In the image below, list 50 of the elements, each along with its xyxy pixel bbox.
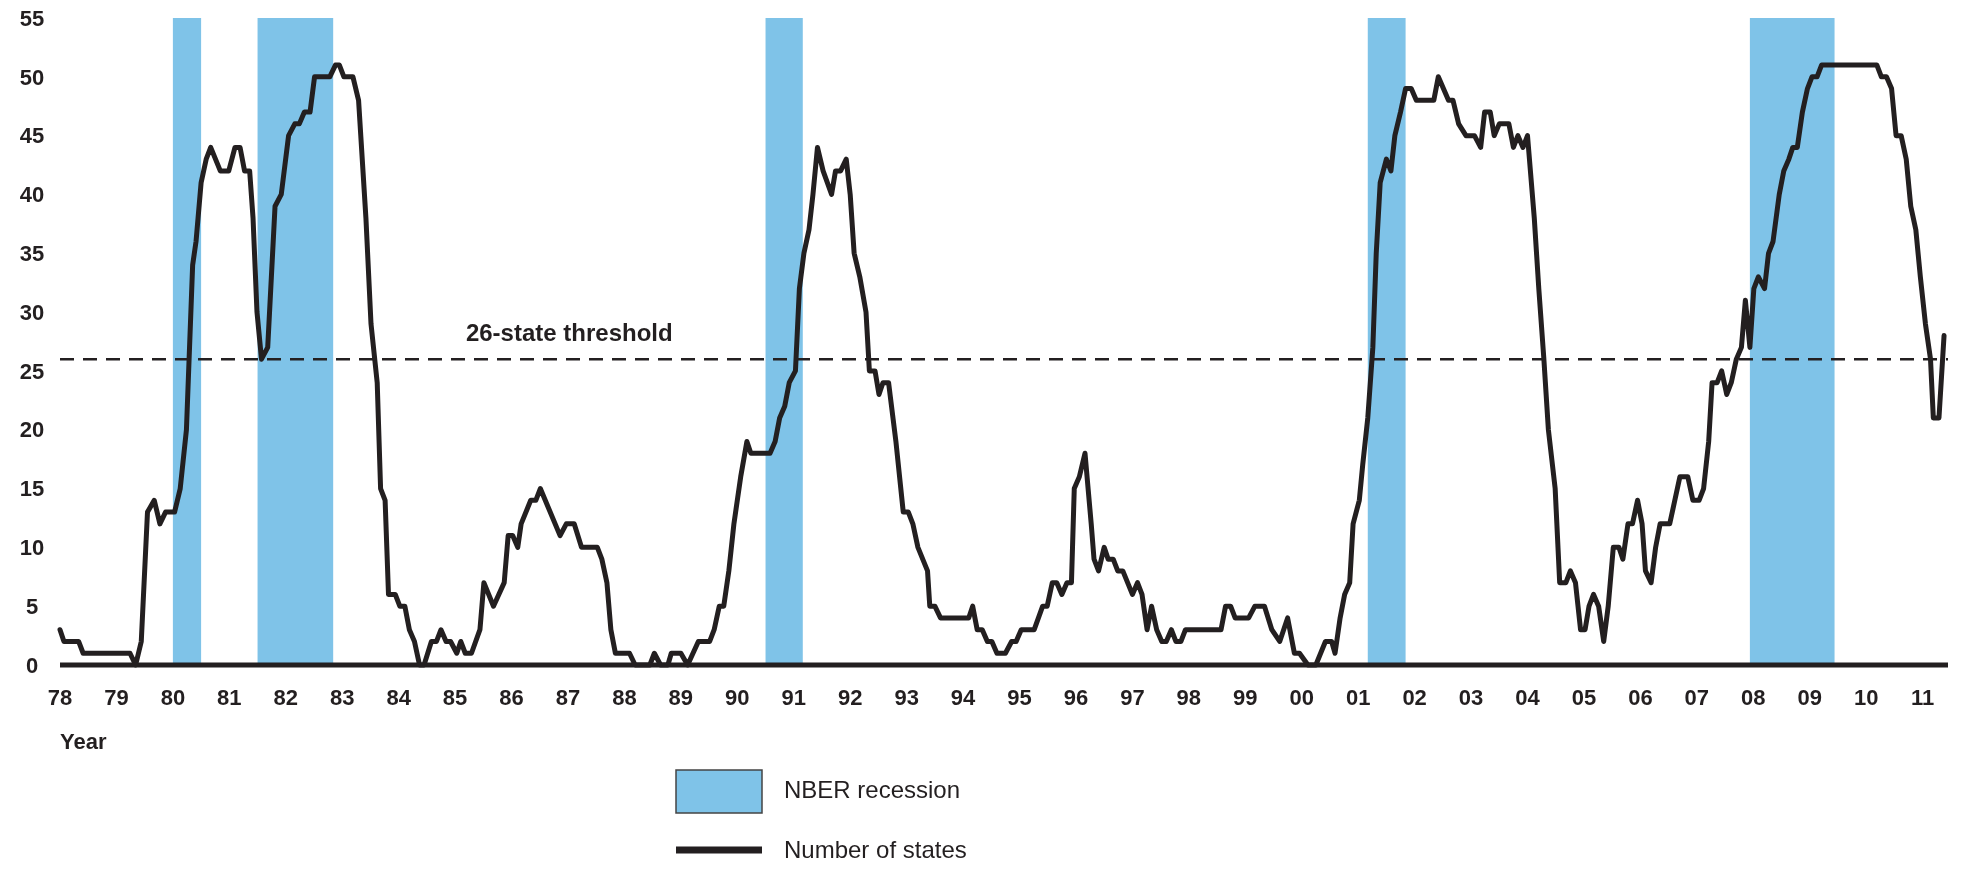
x-tick-label: 90 bbox=[725, 685, 750, 710]
x-tick-label: 04 bbox=[1515, 685, 1541, 710]
y-tick-label: 45 bbox=[19, 123, 45, 149]
y-tick-label: 30 bbox=[19, 299, 45, 325]
legend-label: NBER recession bbox=[784, 776, 961, 804]
x-tick-label: 09 bbox=[1797, 685, 1822, 710]
x-tick-label: 86 bbox=[499, 685, 524, 710]
x-tick-label: 03 bbox=[1458, 685, 1484, 710]
x-tick-label: 84 bbox=[386, 685, 412, 710]
x-tick-label: 94 bbox=[950, 685, 977, 710]
x-tick-label: 80 bbox=[160, 685, 186, 710]
x-tick-label: 85 bbox=[442, 685, 468, 710]
y-tick-label: 25 bbox=[19, 358, 45, 384]
y-tick-label: 10 bbox=[19, 535, 45, 561]
legend-label: Number of states bbox=[784, 836, 967, 864]
x-tick-label: 08 bbox=[1741, 685, 1766, 710]
x-tick-label: 83 bbox=[329, 685, 355, 710]
x-tick-label: 10 bbox=[1853, 685, 1879, 710]
x-tick-label: 11 bbox=[1910, 685, 1935, 710]
x-tick-label: 99 bbox=[1233, 685, 1258, 710]
x-tick-label: 91 bbox=[781, 685, 806, 710]
x-tick-label: 93 bbox=[894, 685, 919, 710]
x-tick-label: 95 bbox=[1007, 685, 1032, 710]
x-axis-title: Year bbox=[60, 729, 107, 754]
y-tick-label: 50 bbox=[19, 64, 45, 90]
x-tick-label: 00 bbox=[1289, 685, 1314, 710]
x-tick-label: 98 bbox=[1176, 685, 1202, 710]
y-tick-label: 20 bbox=[19, 417, 45, 443]
y-tick-label: 55 bbox=[19, 5, 45, 31]
x-tick-label: 97 bbox=[1120, 685, 1145, 710]
y-tick-label: 5 bbox=[25, 593, 39, 619]
x-tick-label: 78 bbox=[47, 685, 73, 710]
x-tick-label: 06 bbox=[1628, 685, 1653, 710]
x-tick-label: 82 bbox=[273, 685, 299, 710]
y-tick-label: 40 bbox=[19, 182, 45, 208]
x-tick-label: 05 bbox=[1571, 685, 1597, 710]
ref-line-label: 26-state threshold bbox=[465, 319, 673, 347]
x-tick-label: 87 bbox=[555, 685, 581, 710]
x-tick-label: 88 bbox=[612, 685, 637, 710]
y-tick-label: 15 bbox=[19, 476, 45, 502]
x-tick-label: 92 bbox=[837, 685, 863, 710]
y-tick-label: 35 bbox=[19, 240, 45, 266]
x-tick-label: 79 bbox=[104, 685, 129, 710]
y-tick-label: 0 bbox=[25, 652, 39, 678]
x-tick-label: 02 bbox=[1402, 685, 1427, 710]
x-tick-label: 81 bbox=[217, 685, 242, 710]
x-tick-label: 01 bbox=[1345, 685, 1371, 710]
x-tick-label: 89 bbox=[668, 685, 694, 710]
x-tick-label: 07 bbox=[1684, 685, 1710, 710]
x-tick-label: 96 bbox=[1063, 685, 1089, 710]
